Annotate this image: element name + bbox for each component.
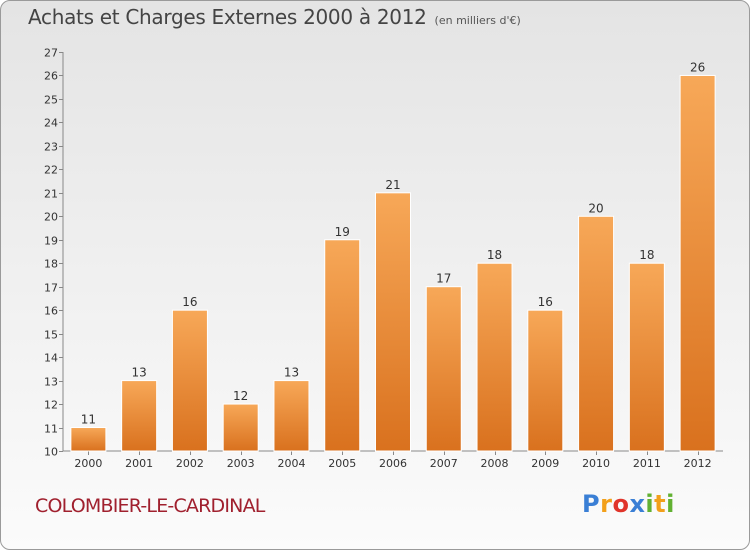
y-tick-label: 18 xyxy=(44,258,58,271)
bar xyxy=(121,380,158,452)
x-tick-label: 2003 xyxy=(227,457,255,470)
bar xyxy=(476,262,513,452)
y-tick-label: 24 xyxy=(44,117,58,130)
y-tick-label: 23 xyxy=(44,141,58,154)
logo-letter: P xyxy=(582,490,601,518)
x-tick-label: 2012 xyxy=(684,457,712,470)
x-tick-label: 2005 xyxy=(328,457,356,470)
bar xyxy=(679,74,716,452)
data-label: 17 xyxy=(436,272,451,286)
data-label: 19 xyxy=(335,225,350,239)
proxiti-logo: Proxiti xyxy=(582,490,675,518)
y-tick-label: 21 xyxy=(44,188,58,201)
x-tick-label: 2011 xyxy=(633,457,661,470)
bar xyxy=(578,215,615,452)
chart-title-text: Achats et Charges Externes 2000 à 2012 xyxy=(28,5,427,29)
data-label: 21 xyxy=(385,178,400,192)
y-tick-label: 14 xyxy=(44,352,58,365)
logo-letter: x xyxy=(629,490,646,518)
logo-letter: t xyxy=(654,490,667,518)
x-tick-label: 2010 xyxy=(582,457,610,470)
y-tick-label: 13 xyxy=(44,376,58,389)
data-label: 11 xyxy=(81,413,96,427)
x-tick-label: 2006 xyxy=(379,457,407,470)
y-tick-label: 11 xyxy=(44,423,58,436)
data-label: 13 xyxy=(132,366,147,380)
data-label: 18 xyxy=(487,248,502,262)
x-tick-label: 2008 xyxy=(481,457,509,470)
bar xyxy=(375,192,411,452)
y-tick-label: 25 xyxy=(44,94,58,107)
bar xyxy=(171,309,208,452)
y-tick-label: 27 xyxy=(44,47,58,60)
x-tick-label: 2002 xyxy=(176,457,204,470)
bar xyxy=(425,286,462,452)
y-tick-label: 16 xyxy=(44,305,58,318)
bar xyxy=(70,427,107,452)
place-name: COLOMBIER-LE-CARDINAL xyxy=(35,495,265,517)
chart-title: Achats et Charges Externes 2000 à 2012 (e… xyxy=(28,5,521,29)
x-tick-label: 2004 xyxy=(277,457,305,470)
y-tick-label: 15 xyxy=(44,329,58,342)
logo-letter: o xyxy=(612,490,630,518)
bar xyxy=(527,309,564,452)
y-tick-label: 20 xyxy=(44,211,58,224)
data-label: 16 xyxy=(538,295,553,309)
chart-unit: (en milliers d'€) xyxy=(434,14,521,27)
data-label: 20 xyxy=(588,201,603,215)
bar xyxy=(324,239,361,452)
data-label: 13 xyxy=(284,366,299,380)
bar xyxy=(222,403,259,452)
bar xyxy=(273,380,310,452)
logo-letter: i xyxy=(645,490,655,518)
y-tick-label: 26 xyxy=(44,70,58,83)
bar xyxy=(628,262,665,452)
y-tick-label: 10 xyxy=(44,446,58,459)
y-tick-label: 12 xyxy=(44,399,58,412)
y-tick-label: 17 xyxy=(44,282,58,295)
data-label: 16 xyxy=(182,295,197,309)
data-label: 12 xyxy=(233,389,248,403)
data-label: 26 xyxy=(690,60,705,74)
x-tick-label: 2000 xyxy=(74,457,102,470)
logo-letter: r xyxy=(600,490,613,518)
x-tick-label: 2007 xyxy=(430,457,458,470)
x-tick-label: 2009 xyxy=(531,457,559,470)
y-tick-label: 19 xyxy=(44,235,58,248)
x-tick-label: 2001 xyxy=(125,457,153,470)
data-label: 18 xyxy=(639,248,654,262)
y-tick-label: 22 xyxy=(44,164,58,177)
logo-letter: i xyxy=(666,490,675,518)
